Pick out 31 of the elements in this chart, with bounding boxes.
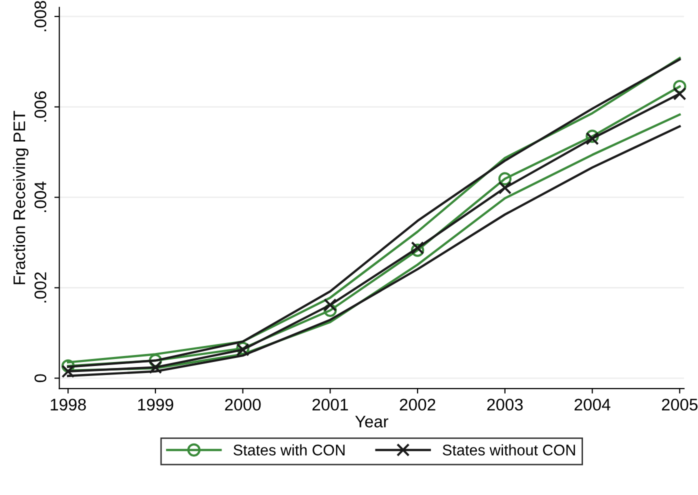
point (673, 80, 686, 94)
point (324, 304, 337, 317)
y-tick-label: .004 (34, 182, 46, 212)
x-tick-label: 2004 (574, 398, 610, 411)
point (410, 244, 424, 257)
point (410, 241, 424, 255)
x-tick-label: 2002 (400, 398, 436, 411)
point (61, 359, 75, 373)
point (324, 298, 337, 312)
point (586, 132, 599, 146)
legend-label: States without CON (442, 444, 575, 456)
x-tick-label: 1999 (138, 398, 174, 411)
y-tick-label: .006 (34, 91, 46, 122)
point (61, 364, 75, 378)
point (673, 87, 686, 100)
x-tick-label: 2000 (225, 398, 261, 411)
point (498, 181, 512, 194)
x-tick-label: 2003 (487, 398, 523, 411)
point (498, 172, 512, 186)
point (586, 130, 599, 143)
x-tick-label: 2001 (312, 398, 348, 411)
point (148, 360, 162, 374)
y-tick-label: .008 (34, 0, 46, 32)
x-tick-label: 1998 (50, 398, 86, 411)
point (148, 354, 162, 368)
x-axis-title: Year (355, 416, 388, 428)
y-tick-label: 0 (34, 374, 46, 382)
legend-label: States with CON (234, 444, 345, 456)
y-tick-label: .002 (34, 272, 46, 302)
y-axis-title: Fraction Receiving PET (12, 110, 29, 284)
x-tick-label: 2005 (662, 398, 698, 411)
